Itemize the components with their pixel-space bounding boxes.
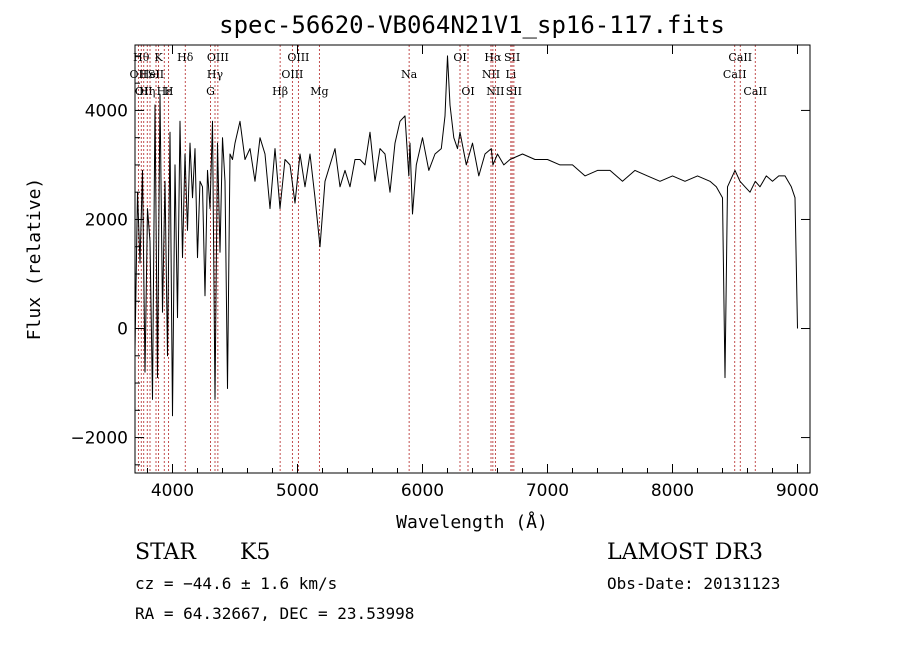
marker-label: Na (401, 68, 418, 81)
chart-title: spec-56620-VB064N21V1_sp16-117.fits (219, 11, 725, 39)
x-tick-label: 4000 (151, 481, 194, 501)
coordinates: RA = 64.32667, DEC = 23.53998 (135, 604, 415, 623)
y-tick-label: 0 (117, 320, 128, 340)
redshift-cz: cz = −44.6 ± 1.6 km/s (135, 574, 338, 593)
marker-label: HeI (140, 68, 160, 81)
marker-label: K (155, 51, 164, 64)
series-line-0 (134, 55, 798, 417)
marker-label: Hδ (177, 51, 194, 64)
marker-label: SII (148, 68, 164, 81)
x-tick-label: 8000 (651, 481, 694, 501)
x-axis-label: Wavelength (Å) (396, 511, 548, 533)
marker-label: OIII (281, 68, 303, 81)
plot-frame (134, 44, 811, 474)
object-subclass: K5 (240, 540, 271, 565)
marker-label: CaII (723, 68, 747, 81)
marker-label: H (164, 85, 174, 98)
y-tick-label: 2000 (85, 210, 128, 230)
obs-date: Obs-Date: 20131123 (607, 574, 781, 593)
marker-label: OII (135, 85, 153, 98)
marker-label: CaII (728, 51, 752, 64)
marker-label: OIII (207, 51, 229, 64)
marker-label: Hγ (207, 68, 224, 81)
marker-label: Mg (310, 85, 328, 98)
y-tick-label: −2000 (70, 429, 128, 449)
x-tick-label: 6000 (401, 481, 444, 501)
axis-ticks: 4000 5000 6000 7000 8000 9000 −2000 0 2000 4000 (70, 45, 819, 501)
marker-label: Hα (484, 51, 502, 64)
y-tick-label: 4000 (85, 101, 128, 121)
marker-label: Hθ (133, 51, 150, 64)
marker-label: Li (505, 68, 516, 81)
marker-label: SII (506, 85, 522, 98)
marker-label: OII (130, 68, 148, 81)
x-tick-label: 9000 (776, 481, 819, 501)
x-tick-label: 5000 (276, 481, 319, 501)
marker-label: OI (453, 51, 466, 64)
survey-name: LAMOST DR3 (607, 540, 763, 565)
marker-label: OI (461, 85, 474, 98)
marker-label: NII (482, 68, 500, 81)
marker-label: SII (504, 51, 520, 64)
marker-label: Hβ (272, 85, 288, 98)
marker-label: CaII (743, 85, 767, 98)
y-axis-label: Flux (relative) (24, 178, 45, 341)
marker-label: NII (486, 85, 504, 98)
line-markers: OIIHθOIIHηHeISIIKHεHHδGHγOIIIHβOIIIOIIIM… (130, 45, 767, 473)
series-group (134, 55, 798, 417)
object-class: STAR (135, 540, 196, 565)
marker-label: Hη (139, 85, 155, 98)
marker-label: G (206, 85, 215, 98)
marker-label: OIII (287, 51, 309, 64)
x-tick-label: 7000 (526, 481, 569, 501)
